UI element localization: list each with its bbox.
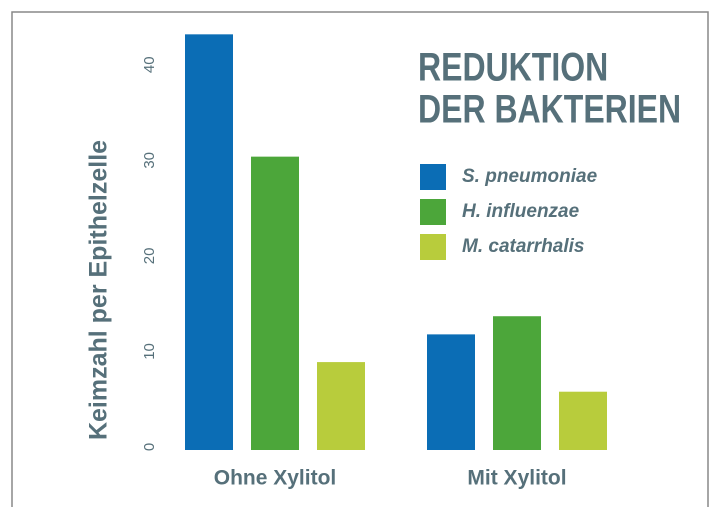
legend-label: H. influenzae xyxy=(462,201,580,222)
y-tick-label: 20 xyxy=(141,248,158,265)
bar xyxy=(317,362,365,450)
y-tick-label: 0 xyxy=(141,443,158,451)
x-tick-label: Mit Xylitol xyxy=(467,467,566,490)
y-tick-label: 10 xyxy=(141,343,158,360)
legend-swatch xyxy=(420,164,446,190)
legend-swatch xyxy=(420,199,446,225)
y-tick-label: 40 xyxy=(141,56,158,73)
title-line: REDUKTION xyxy=(418,44,608,89)
legend-label: S. pneumoniae xyxy=(462,166,598,187)
legend-swatch xyxy=(420,234,446,260)
bar xyxy=(427,334,475,450)
y-axis-label: Keimzahl per Epithelzelle xyxy=(85,140,113,440)
bar xyxy=(559,391,607,450)
bar xyxy=(185,34,233,450)
bar xyxy=(251,156,299,450)
title: REDUKTION DER BAKTERIEN xyxy=(418,44,681,131)
bar xyxy=(493,316,541,450)
y-tick-label: 30 xyxy=(141,152,158,169)
legend-label: M. catarrhalis xyxy=(462,236,585,257)
x-tick-label: Ohne Xylitol xyxy=(214,467,337,490)
title-line: DER BAKTERIEN xyxy=(418,86,681,131)
